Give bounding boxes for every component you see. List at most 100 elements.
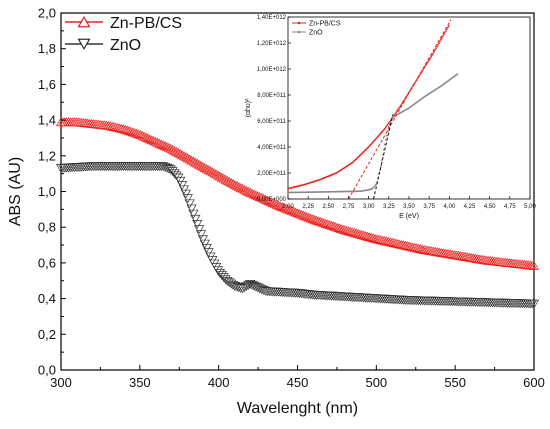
inset-y-tick-label: 4,00E+011 [257, 145, 286, 151]
inset-point [389, 121, 392, 124]
data-point [188, 209, 199, 219]
inset-point [387, 122, 390, 125]
data-point [205, 166, 216, 176]
data-point [184, 199, 195, 209]
data-point [175, 149, 186, 158]
data-point [203, 248, 214, 258]
main-series-group [55, 117, 540, 309]
data-point [194, 225, 205, 235]
data-point [180, 152, 191, 162]
inset-x-tick-label: 3,25 [383, 204, 395, 210]
data-point [199, 162, 210, 172]
inset-point [444, 30, 447, 32]
inset-point [435, 47, 438, 50]
inset-point [434, 49, 437, 51]
data-point [192, 158, 203, 168]
inset-point [403, 99, 406, 102]
data-point [220, 275, 231, 285]
inset-x-tick-label: 5,00 [524, 204, 536, 210]
data-point [190, 214, 201, 224]
inset-point [401, 102, 404, 105]
inset-point [396, 109, 399, 112]
inset-point [383, 143, 386, 146]
inset-point [424, 64, 427, 67]
data-point [214, 268, 226, 278]
inset-x-tick-label: 2,50 [322, 204, 334, 210]
y-tick-label: 0,6 [38, 255, 56, 270]
inset-point [431, 54, 434, 56]
inset-point [429, 57, 432, 59]
inset-x-tick-label: 2,25 [302, 204, 314, 210]
inset-point [385, 134, 388, 137]
data-point [178, 185, 190, 195]
inset-x-tick-label: 3,00 [363, 204, 375, 210]
inset-x-axis-label: E (eV) [399, 213, 419, 220]
data-point [167, 167, 178, 177]
x-tick-label: 350 [129, 375, 151, 390]
series-zn-pb-cs [55, 117, 540, 270]
inset-y-tick-label: 8,00E+011 [257, 93, 286, 99]
inset-x-tick-label: 4,75 [504, 204, 516, 210]
inset-x-tick-label: 4,25 [464, 204, 476, 210]
inset-point [384, 139, 387, 141]
inset-y-tick-label: 1,40E+012 [257, 15, 287, 21]
data-point [178, 151, 190, 161]
data-point [182, 153, 193, 163]
data-point [167, 144, 178, 154]
x-axis-label: Wavelenght (nm) [237, 400, 358, 417]
data-point [161, 163, 173, 173]
data-point [197, 235, 209, 245]
inset-y-tick-label: 6,00E+011 [257, 119, 286, 125]
inset-point [440, 38, 442, 41]
inset-point [432, 52, 435, 55]
inset-point [445, 28, 448, 31]
data-point [188, 156, 199, 166]
inset-y-tick-label: 0,00E+000 [257, 197, 287, 203]
data-point [186, 155, 197, 165]
data-point [197, 161, 209, 171]
inset-point [443, 31, 446, 34]
inset-legend-label: ZnO [309, 30, 323, 37]
inset-point [438, 42, 440, 45]
data-point [165, 143, 176, 153]
inset-point [441, 35, 444, 38]
data-point [209, 168, 220, 178]
data-point [163, 164, 174, 174]
x-tick-label: 400 [208, 375, 230, 390]
legend-marker [77, 16, 91, 28]
y-tick-label: 0,0 [38, 363, 56, 378]
inset-point [447, 25, 450, 27]
data-point [176, 150, 188, 159]
inset-point [436, 45, 438, 48]
y-axis-label: ABS (AU) [7, 157, 24, 226]
inset-point [427, 60, 430, 63]
inset-point [384, 126, 387, 129]
series-zno [55, 162, 540, 309]
data-point [220, 174, 231, 184]
inset-series-zno [287, 73, 459, 194]
data-point [214, 171, 226, 181]
inset-point [397, 108, 400, 111]
x-tick-label: 500 [365, 375, 387, 390]
data-point [184, 154, 195, 164]
data-point [176, 181, 188, 191]
inset-legend-marker [297, 21, 301, 25]
legend-label: ZnO [110, 37, 141, 54]
data-point [211, 169, 222, 179]
inset-x-tick-label: 4,00 [443, 204, 455, 210]
y-tick-label: 1,2 [38, 148, 56, 163]
inset-point [419, 72, 422, 75]
data-point [528, 260, 540, 270]
inset-point [406, 94, 408, 97]
data-point [186, 204, 197, 214]
data-point [190, 157, 201, 167]
data-point [237, 284, 248, 294]
inset-x-tick-label: 3,50 [403, 204, 415, 210]
inset-tangent [348, 19, 452, 200]
data-point [233, 283, 244, 293]
data-point [195, 160, 207, 170]
inset-y-tick-label: 2,00E+011 [257, 171, 286, 177]
inset-x-tick-label: 2,75 [343, 204, 355, 210]
x-tick-label: 450 [287, 375, 309, 390]
